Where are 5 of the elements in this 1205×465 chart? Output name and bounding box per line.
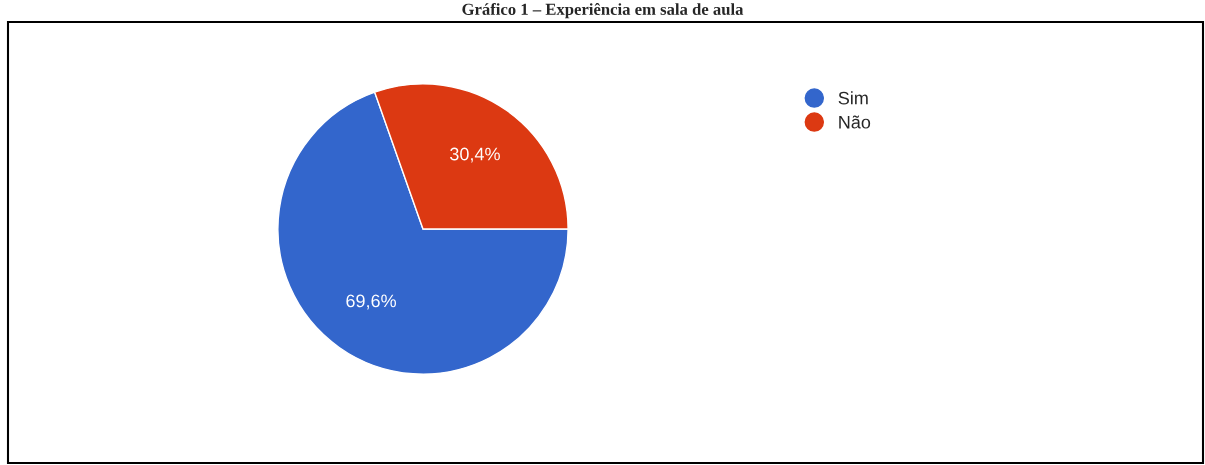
data-label: 30,4%	[450, 147, 500, 163]
data-label: 69,6%	[346, 294, 396, 310]
legend-label: Não	[839, 115, 871, 129]
chart-title: Gráfico 1 – Experiência em sala de aula	[462, 3, 744, 19]
legend-label: Sim	[838, 91, 868, 105]
